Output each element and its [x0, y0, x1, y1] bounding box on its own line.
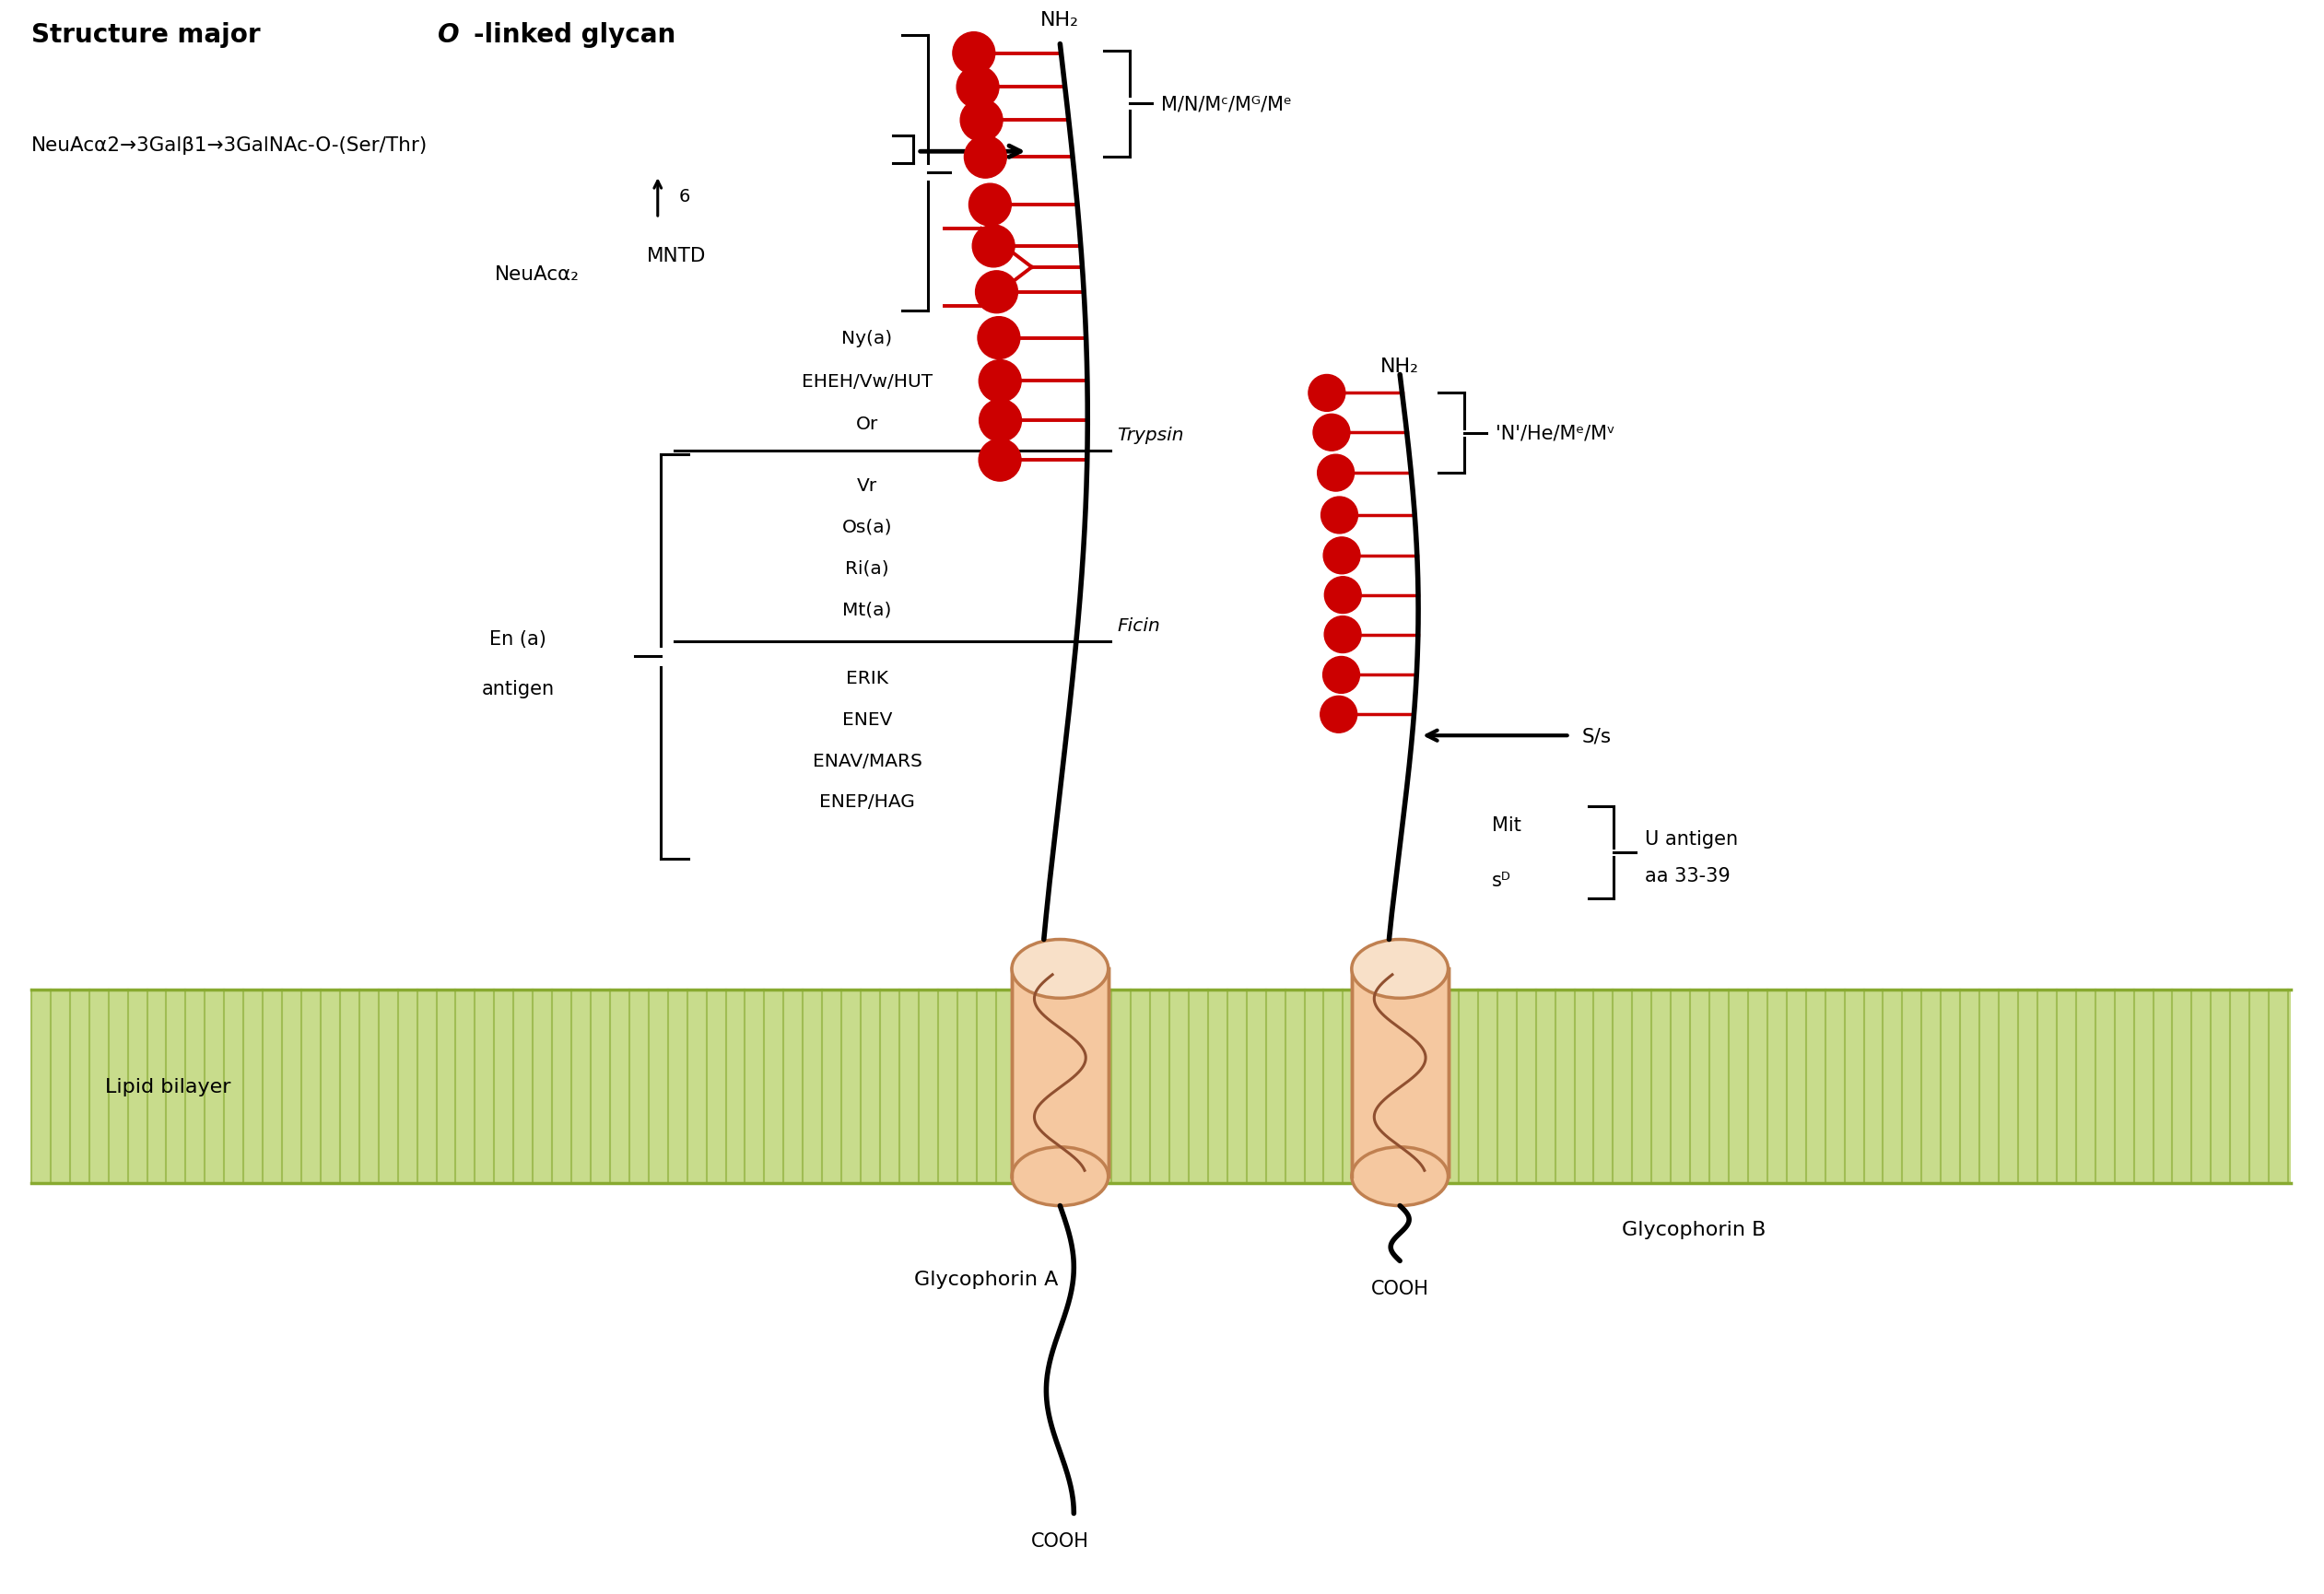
Ellipse shape [1011, 940, 1109, 998]
Text: ENEV: ENEV [841, 711, 892, 728]
Circle shape [953, 33, 995, 75]
Text: NeuAcα2→3Galβ1→3GalNAc-O-(Ser/Thr): NeuAcα2→3Galβ1→3GalNAc-O-(Ser/Thr) [30, 137, 428, 155]
Text: COOH: COOH [1032, 1532, 1090, 1551]
Circle shape [1313, 414, 1350, 451]
Text: ERIK: ERIK [846, 669, 888, 687]
Text: ENAV/MARS: ENAV/MARS [813, 752, 923, 770]
Ellipse shape [1353, 940, 1448, 998]
Circle shape [964, 137, 1006, 179]
Text: 6: 6 [679, 188, 690, 206]
Text: MNTD: MNTD [646, 247, 706, 265]
Text: Os(a): Os(a) [841, 518, 892, 536]
Text: antigen: antigen [481, 681, 555, 698]
Text: sᴰ: sᴰ [1492, 870, 1511, 889]
Circle shape [1325, 577, 1362, 614]
Circle shape [1320, 697, 1357, 733]
Circle shape [960, 100, 1002, 142]
Text: aa 33-39: aa 33-39 [1645, 866, 1731, 885]
Text: NH₂: NH₂ [1380, 357, 1420, 375]
Circle shape [1318, 454, 1355, 493]
Text: U antigen: U antigen [1645, 829, 1738, 848]
Circle shape [1325, 617, 1362, 654]
Circle shape [1322, 657, 1360, 693]
Text: COOH: COOH [1371, 1280, 1429, 1298]
Text: Mt(a): Mt(a) [844, 601, 892, 618]
Circle shape [978, 317, 1020, 360]
Bar [1011, 969, 1109, 1176]
Text: -linked glycan: -linked glycan [474, 22, 676, 48]
Text: NH₂: NH₂ [1041, 11, 1078, 29]
Text: Ficin: Ficin [1118, 617, 1160, 634]
Text: S/s: S/s [1583, 727, 1611, 744]
Text: En (a): En (a) [490, 630, 546, 647]
Text: Lipid bilayer: Lipid bilayer [105, 1078, 230, 1095]
Circle shape [978, 400, 1023, 442]
Circle shape [976, 271, 1018, 314]
Circle shape [1320, 497, 1357, 534]
Text: NeuAcα₂: NeuAcα₂ [495, 265, 579, 284]
Text: Glycophorin A: Glycophorin A [916, 1270, 1060, 1288]
Ellipse shape [1011, 1148, 1109, 1207]
Text: Mit: Mit [1492, 816, 1522, 834]
Text: Trypsin: Trypsin [1118, 427, 1183, 445]
Circle shape [1322, 537, 1360, 574]
Text: ENEP/HAG: ENEP/HAG [820, 794, 916, 811]
Text: Ny(a): Ny(a) [841, 330, 892, 347]
Bar [30, 990, 2291, 1183]
Circle shape [978, 360, 1020, 403]
Text: O: O [437, 22, 460, 48]
Text: Glycophorin B: Glycophorin B [1622, 1219, 1766, 1239]
Circle shape [969, 185, 1011, 226]
Circle shape [1308, 375, 1346, 411]
Circle shape [971, 226, 1016, 268]
Ellipse shape [1353, 1148, 1448, 1207]
Text: Ri(a): Ri(a) [846, 559, 890, 577]
Text: Structure major: Structure major [30, 22, 270, 48]
Bar [1353, 969, 1448, 1176]
Text: Vr: Vr [858, 477, 878, 494]
Text: M/N/Mᶜ/Mᴳ/Mᵉ: M/N/Mᶜ/Mᴳ/Mᵉ [1162, 96, 1292, 113]
Circle shape [978, 440, 1020, 481]
Text: Or: Or [855, 414, 878, 432]
Text: EHEH/Vw/HUT: EHEH/Vw/HUT [802, 373, 932, 391]
Text: 'N'/He/Mᵉ/Mᵛ: 'N'/He/Mᵉ/Mᵛ [1494, 424, 1615, 443]
Circle shape [957, 67, 999, 108]
